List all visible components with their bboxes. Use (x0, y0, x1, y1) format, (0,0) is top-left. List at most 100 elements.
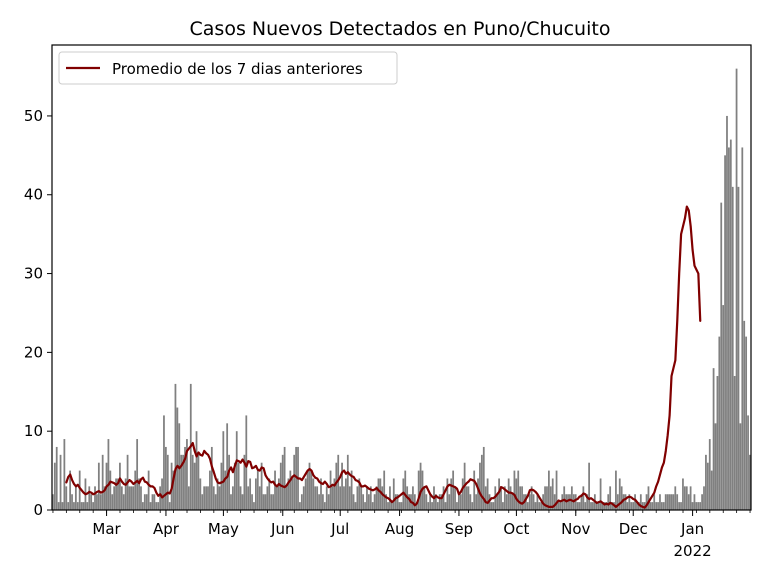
bar-2022-01-08 (705, 454, 707, 510)
bar-2021-07-10 (356, 486, 359, 510)
bar-2022-01-06 (701, 494, 703, 510)
bar-2021-12-20 (668, 494, 671, 510)
bar-2021-12-17 (662, 502, 665, 510)
bar-2021-04-07 (176, 407, 179, 510)
bar-2021-07-28 (390, 502, 393, 510)
bar-2021-02-13 (74, 486, 77, 510)
bar-2022-01-11 (710, 470, 713, 510)
bar-2021-06-21 (320, 478, 322, 510)
bar-2021-07-03 (343, 486, 345, 510)
bar-2021-06-13 (304, 478, 307, 510)
bar-2021-05-21 (260, 462, 263, 510)
bar-2021-11-09 (590, 502, 592, 510)
bar-2021-05-05 (230, 494, 232, 510)
bar-2021-06-17 (312, 478, 315, 510)
bar-2021-06-20 (318, 494, 320, 510)
bar-2021-04-10 (182, 454, 184, 510)
bar-2021-02-10 (69, 470, 72, 510)
bar-2021-07-20 (375, 486, 378, 510)
bar-2022-01-14 (716, 376, 719, 510)
bar-2021-03-14 (130, 486, 133, 510)
bar-2022-01-09 (706, 462, 709, 510)
bar-2021-02-24 (96, 494, 98, 510)
bar-2021-07-31 (396, 494, 399, 510)
bar-2021-11-08 (588, 462, 590, 510)
bar-2021-04-29 (218, 486, 221, 510)
bar-2021-12-05 (639, 494, 642, 510)
bar-2021-04-21 (203, 486, 206, 510)
bar-2021-06-03 (285, 486, 288, 510)
y-tick-label: 0 (33, 501, 43, 519)
bar-2021-08-02 (400, 502, 403, 510)
bar-2021-11-13 (597, 502, 600, 510)
bar-2021-02-15 (78, 470, 81, 510)
bar-2021-03-22 (145, 494, 148, 510)
bar-2021-05-22 (262, 494, 265, 510)
bar-2021-06-24 (325, 486, 328, 510)
bar-2021-04-23 (207, 486, 209, 510)
bar-2021-10-04 (521, 486, 523, 510)
bar-2021-09-26 (505, 494, 508, 510)
bar-2021-06-28 (333, 478, 336, 510)
bar-2021-11-05 (582, 486, 585, 510)
bar-2021-08-08 (412, 486, 414, 510)
bar-2021-03-11 (124, 478, 127, 510)
bar-2021-05-17 (253, 502, 255, 510)
x-tick-label: Apr (153, 520, 180, 538)
bar-2021-02-25 (97, 462, 100, 510)
bar-2021-03-25 (151, 494, 154, 510)
bar-2022-01-23 (733, 376, 736, 510)
bar-2021-08-29 (452, 470, 455, 510)
bar-2021-11-27 (624, 494, 627, 510)
x-tick-label: May (208, 520, 239, 538)
bar-2021-03-30 (161, 478, 163, 510)
bar-2021-09-19 (492, 502, 495, 510)
bar-2021-04-11 (184, 446, 186, 510)
bar-2021-08-23 (440, 494, 443, 510)
bar-2021-11-06 (584, 502, 587, 510)
bar-2021-07-06 (348, 486, 351, 510)
bar-2021-10-28 (567, 494, 569, 510)
bar-2021-05-30 (277, 478, 280, 510)
bar-2021-12-09 (647, 486, 650, 510)
bar-2021-12-12 (653, 494, 656, 510)
bar-2021-03-31 (163, 415, 165, 510)
bar-2021-09-16 (486, 478, 489, 510)
x-tick-label: Oct (503, 520, 529, 538)
bar-2021-03-26 (153, 494, 156, 510)
bar-2021-09-29 (511, 494, 514, 510)
bar-2021-07-27 (389, 486, 391, 510)
bar-2021-10-13 (538, 502, 541, 510)
bar-2021-04-19 (199, 478, 202, 510)
bar-2021-03-02 (107, 439, 110, 510)
bar-2021-02-09 (67, 502, 70, 510)
bar-2021-04-12 (186, 439, 188, 510)
bar-2022-01-19 (726, 115, 728, 511)
bar-2021-05-01 (222, 431, 225, 510)
bar-2021-08-09 (413, 494, 416, 510)
bar-2021-08-30 (454, 486, 456, 510)
legend-box (58, 51, 398, 85)
bar-2021-12-18 (664, 494, 667, 510)
y-axis: 0 10 20 30 40 50 (24, 107, 52, 519)
bar-2021-05-09 (237, 462, 240, 510)
bar-2021-02-01 (52, 494, 54, 510)
bar-2021-04-09 (180, 454, 183, 510)
bar-2021-05-25 (268, 478, 271, 510)
series-line-promedio (65, 205, 702, 509)
bar-2021-12-26 (680, 502, 682, 510)
bar-2021-03-04 (111, 494, 114, 510)
bar-2021-11-19 (609, 486, 612, 510)
bar-2021-06-11 (300, 494, 303, 510)
bar-2021-07-30 (394, 494, 397, 510)
y-tick-label: 50 (24, 107, 43, 125)
bar-2021-02-14 (76, 502, 79, 510)
bar-2021-06-29 (335, 462, 338, 510)
bar-2021-05-18 (255, 478, 257, 510)
bar-2021-11-12 (595, 502, 598, 510)
bar-2021-08-14 (423, 486, 426, 510)
bar-2021-05-03 (226, 423, 229, 510)
bar-2021-12-28 (683, 486, 686, 510)
bar-2021-02-28 (103, 486, 106, 510)
bar-2021-08-15 (425, 494, 428, 510)
